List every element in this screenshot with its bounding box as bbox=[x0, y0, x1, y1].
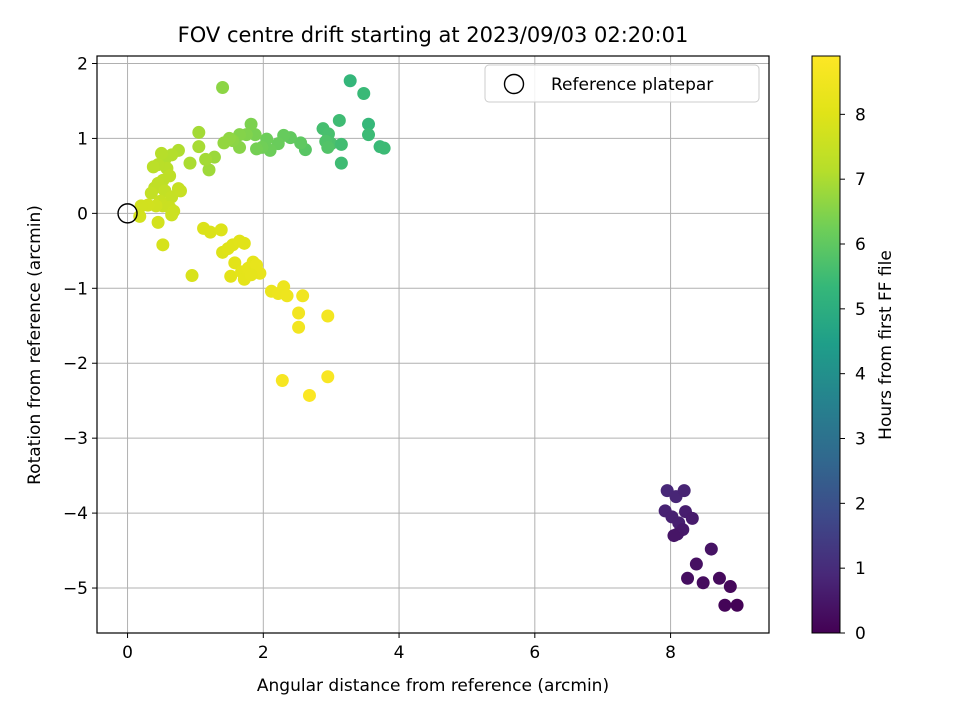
colorbar-ticks: 0 1 2 3 4 5 6 7 8 bbox=[840, 105, 866, 644]
data-point bbox=[730, 598, 744, 612]
data-point bbox=[151, 215, 165, 229]
colorbar-gradient bbox=[811, 55, 841, 634]
data-point bbox=[723, 580, 737, 594]
legend: Reference platepar bbox=[484, 64, 760, 103]
data-point bbox=[133, 209, 147, 223]
y-axis-label: Rotation from reference (arcmin) bbox=[25, 205, 45, 485]
data-point bbox=[704, 542, 718, 556]
colorbar-tick-label: 1 bbox=[855, 559, 866, 579]
data-point bbox=[224, 269, 238, 283]
data-point bbox=[292, 306, 306, 320]
y-tick-label: 1 bbox=[77, 129, 88, 149]
data-point bbox=[217, 136, 231, 150]
data-point bbox=[362, 128, 376, 142]
data-point bbox=[357, 86, 371, 100]
data-point bbox=[244, 268, 258, 282]
data-point bbox=[216, 80, 230, 94]
data-point bbox=[689, 557, 703, 571]
data-point bbox=[321, 309, 335, 323]
y-tick-label: −5 bbox=[63, 579, 88, 599]
x-tick-label: 6 bbox=[529, 643, 540, 663]
legend-box bbox=[484, 64, 760, 103]
data-point bbox=[321, 370, 335, 384]
x-tick-label: 8 bbox=[665, 643, 676, 663]
data-point bbox=[183, 156, 197, 170]
colorbar-tick-label: 3 bbox=[855, 430, 866, 450]
colorbar-tick-label: 2 bbox=[855, 494, 866, 514]
colorbar: 0 1 2 3 4 5 6 7 8 Hours from first FF file bbox=[811, 55, 896, 644]
colorbar-label: Hours from first FF file bbox=[876, 250, 896, 440]
colorbar-tick-label: 8 bbox=[855, 105, 866, 125]
data-point bbox=[173, 184, 187, 198]
data-point bbox=[165, 208, 179, 222]
data-points bbox=[133, 74, 744, 612]
legend-marker-icon bbox=[503, 73, 525, 95]
legend-entry: Reference platepar bbox=[551, 75, 713, 95]
data-point bbox=[134, 199, 148, 213]
x-tick-label: 4 bbox=[394, 643, 405, 663]
data-point bbox=[192, 140, 206, 154]
data-point bbox=[677, 484, 691, 498]
data-point bbox=[237, 236, 251, 250]
data-point bbox=[203, 225, 217, 239]
data-point bbox=[294, 136, 308, 150]
data-point bbox=[244, 117, 258, 131]
colorbar-tick-label: 7 bbox=[855, 170, 866, 190]
data-point bbox=[144, 186, 158, 200]
y-tick-label: −4 bbox=[63, 504, 88, 524]
colorbar-tick-label: 5 bbox=[855, 300, 866, 320]
colorbar-tick-label: 4 bbox=[855, 365, 866, 385]
data-point bbox=[712, 571, 726, 585]
data-point bbox=[228, 256, 242, 270]
data-point bbox=[292, 320, 306, 334]
data-point bbox=[685, 511, 699, 525]
data-point bbox=[362, 117, 376, 131]
data-point bbox=[202, 163, 216, 177]
data-point bbox=[214, 223, 228, 237]
plot-frame bbox=[96, 55, 770, 634]
data-point bbox=[321, 140, 335, 154]
data-point bbox=[185, 269, 199, 283]
x-axis-ticks: 0 2 4 6 8 bbox=[122, 633, 676, 663]
colorbar-tick-label: 0 bbox=[855, 624, 866, 644]
data-point bbox=[302, 388, 316, 402]
y-tick-label: −2 bbox=[63, 354, 88, 374]
data-point bbox=[280, 289, 294, 303]
data-point bbox=[156, 238, 170, 252]
data-point bbox=[334, 137, 348, 151]
data-point bbox=[154, 146, 168, 160]
y-axis-ticks: 2 1 0 −1 −2 −3 −4 −5 bbox=[63, 54, 97, 599]
y-tick-label: 0 bbox=[77, 204, 88, 224]
x-tick-label: 0 bbox=[122, 643, 133, 663]
data-point bbox=[332, 113, 346, 127]
data-point bbox=[696, 576, 710, 590]
reference-point bbox=[117, 203, 138, 224]
data-point bbox=[296, 289, 310, 303]
chart-title: FOV centre drift starting at 2023/09/03 … bbox=[178, 23, 689, 47]
x-tick-label: 2 bbox=[258, 643, 269, 663]
data-point bbox=[718, 598, 732, 612]
data-point bbox=[199, 152, 213, 166]
y-tick-label: 2 bbox=[77, 54, 88, 74]
data-point bbox=[275, 373, 289, 387]
data-point bbox=[667, 529, 681, 543]
data-point bbox=[146, 160, 160, 174]
reference-marker bbox=[117, 203, 138, 224]
colorbar-tick-label: 6 bbox=[855, 235, 866, 255]
data-point bbox=[343, 74, 357, 88]
grid bbox=[97, 56, 769, 633]
data-point bbox=[250, 142, 264, 156]
data-point bbox=[681, 571, 695, 585]
y-tick-label: −1 bbox=[63, 279, 88, 299]
x-axis-label: Angular distance from reference (arcmin) bbox=[257, 676, 609, 696]
data-point bbox=[192, 125, 206, 139]
data-point bbox=[377, 141, 391, 155]
data-point bbox=[334, 156, 348, 170]
y-tick-label: −3 bbox=[63, 429, 88, 449]
